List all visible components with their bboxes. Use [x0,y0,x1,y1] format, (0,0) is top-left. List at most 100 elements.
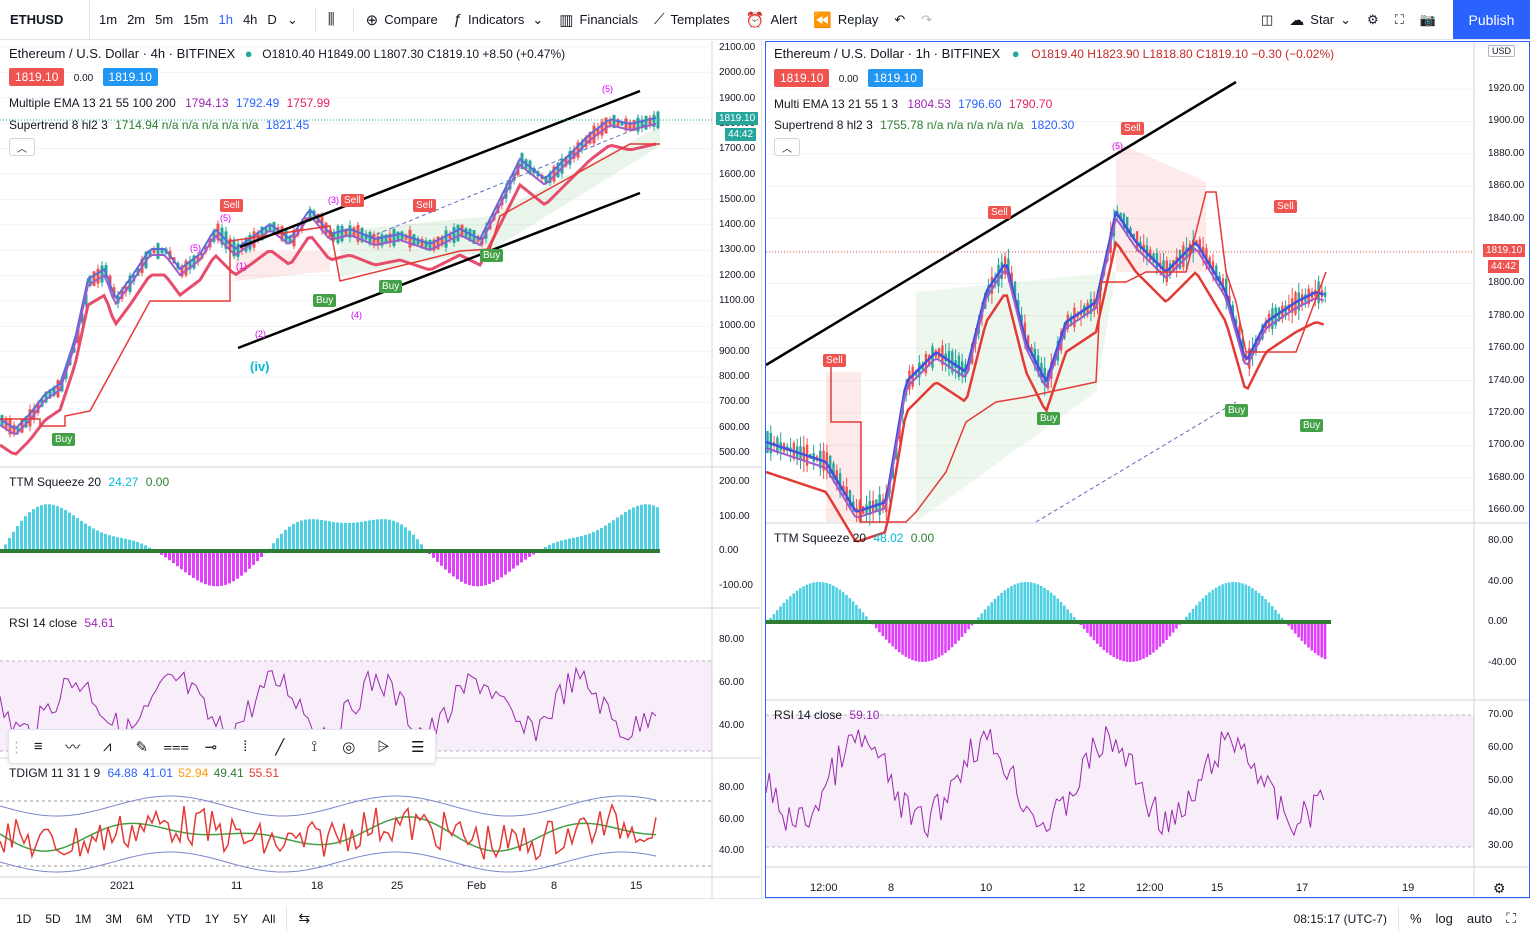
timeframe-4h[interactable]: 4h [242,12,258,27]
sell-signal-label: Sell [1274,200,1297,213]
horizontal-ray-icon[interactable]: ⊸ [204,738,218,756]
fullscreen-button[interactable]: ⛶ [1387,0,1412,40]
left-buy-price[interactable]: 1819.10 [102,68,158,86]
expand-icon[interactable]: ⛶ [1506,910,1516,926]
ttm-bar [332,521,335,551]
date-range-icon[interactable]: ⇆ [298,910,311,926]
indicators-button[interactable]: ƒ Indicators ⌄ [446,0,552,40]
templates-button[interactable]: ⟋ Templates [646,0,738,40]
trend-line-icon[interactable]: ╱ [275,738,285,756]
handle-icon[interactable]: ⋮ [9,738,24,756]
percent-toggle[interactable]: % [1409,911,1422,926]
ema-value-1: 1804.53 [907,97,951,111]
collapse-legend-button[interactable]: ︿ [774,138,800,156]
ttm-bar [364,521,367,551]
range-1D[interactable]: 1D [16,911,32,926]
pen-icon[interactable]: ✎ [135,738,149,756]
ttm-bar [1096,622,1099,644]
undo-button[interactable]: ↶ [886,0,913,40]
left-ohlc: O1810.40 H1849.00 L1807.30 C1819.10 +8.5… [262,47,566,61]
publish-button[interactable]: Publish [1453,0,1530,39]
right-rsi-legend[interactable]: RSI 14 close 59.10 [774,708,879,722]
range-YTD[interactable]: YTD [166,911,191,926]
ttm-bar [1270,606,1274,622]
range-1Y[interactable]: 1Y [204,911,220,926]
axis-tick-label: 1300.00 [719,244,756,256]
left-rsi-legend[interactable]: RSI 14 close 54.61 [9,616,114,630]
ttm-bar [1162,622,1165,644]
settings-button[interactable]: ⚙ [1359,0,1387,40]
gear-icon: ⚙ [1367,11,1379,27]
timeframe-1h[interactable]: 1h [218,12,233,27]
elliott-wave-icon[interactable]: 〰 [65,739,81,756]
candle-body [432,239,436,251]
snapshot-button[interactable]: 📷 [1412,0,1444,40]
timeframe-15m[interactable]: 15m [183,12,209,27]
log-toggle[interactable]: log [1435,911,1453,926]
sell-signal-label: Sell [413,199,436,212]
right-chart[interactable]: Ethereum / U.S. Dollar · 1h · BITFINEX ●… [765,41,1530,898]
circle-pattern-icon[interactable]: ◎ [342,738,356,756]
range-All[interactable]: All [262,911,276,926]
timeframe-2m[interactable]: 2m [127,12,146,27]
star-button[interactable]: ☁ Star ⌄ [1281,0,1359,40]
xabcd-icon[interactable]: ⟟ [311,738,318,755]
redo-button[interactable]: ↷ [913,0,940,40]
ttm-bar [1317,622,1320,656]
left-supertrend-legend[interactable]: Supertrend 8 hl2 3 1714.94 n/a n/a n/a n… [9,118,309,132]
gear-icon[interactable]: ⚙ [1493,880,1506,896]
right-chart-canvas[interactable] [766,42,1529,897]
left-chart[interactable]: Ethereum / U.S. Dollar · 4h · BITFINEX ●… [0,41,762,898]
ttm-bar [324,520,327,551]
sell-signal-label: Sell [341,194,364,207]
ttm-bar [188,551,191,576]
abc-pattern-icon[interactable]: ⩘ [103,738,112,755]
candle-body [400,231,404,241]
ttm-bar [1033,583,1036,622]
currency-label[interactable]: USD [1488,45,1516,57]
right-buy-price[interactable]: 1819.10 [867,69,923,87]
timeframe-1m[interactable]: 1m [99,12,118,27]
right-ttm-legend[interactable]: TTM Squeeze 20 48.02 0.00 [774,531,934,545]
alert-button[interactable]: ⏰ Alert [738,0,805,40]
axis-tick-label: 200.00 [719,476,750,487]
clock[interactable]: 08:15:17 (UTC-7) [1293,911,1387,926]
candle-body [108,275,112,285]
range-1M[interactable]: 1M [74,911,92,926]
timeframe-D[interactable]: D [267,12,277,27]
chart-type-button[interactable]: ⫼ [320,0,349,40]
chevron-down-icon[interactable]: ⌄ [286,11,298,27]
right-sell-price[interactable]: 1819.10 [774,69,830,87]
lines-icon[interactable]: ≡ [33,738,43,755]
ttm-bar [924,622,927,662]
candle-body [544,175,548,185]
candle-body [196,256,200,262]
range-5D[interactable]: 5D [45,911,61,926]
right-spread: 0.00 [838,74,859,85]
financials-button[interactable]: ▥ Financials [551,0,646,40]
compare-button[interactable]: ⊕ Compare [358,0,446,40]
left-ema-legend[interactable]: Multiple EMA 13 21 55 100 200 1794.13 17… [9,96,330,110]
collapse-legend-button[interactable]: ︿ [9,138,35,156]
timeframe-5m[interactable]: 5m [155,12,174,27]
ttm-bar [600,527,603,551]
axis-tick-label: 1660.00 [1488,504,1525,516]
symbol-search[interactable]: ETHUSD [0,0,90,40]
ttm-bar [212,551,215,587]
parallel-channel-icon[interactable]: ⩥ [377,738,390,755]
left-ttm-legend[interactable]: TTM Squeeze 20 24.27 0.00 [9,475,169,489]
layout-button[interactable]: ◫ [1253,0,1281,40]
range-3M[interactable]: 3M [105,911,123,926]
vertical-lines-icon[interactable]: ⦙ [243,738,247,755]
left-tdi-legend[interactable]: TDIGM 11 31 1 9 64.88 41.01 52.94 49.41 … [9,766,279,780]
right-ema-legend[interactable]: Multi EMA 13 21 55 1 3 1804.53 1796.60 1… [774,97,1052,111]
settings-lines-icon[interactable]: ☰ [411,738,425,756]
right-supertrend-legend[interactable]: Supertrend 8 hl2 3 1755.78 n/a n/a n/a n… [774,118,1074,132]
replay-button[interactable]: ⏪ Replay [805,0,886,40]
candle-body [44,392,48,403]
fib-icon[interactable]: ⩶ [163,738,190,755]
range-6M[interactable]: 6M [136,911,153,926]
left-sell-price[interactable]: 1819.10 [9,68,65,86]
auto-toggle[interactable]: auto [1466,911,1493,926]
range-5Y[interactable]: 5Y [233,911,249,926]
